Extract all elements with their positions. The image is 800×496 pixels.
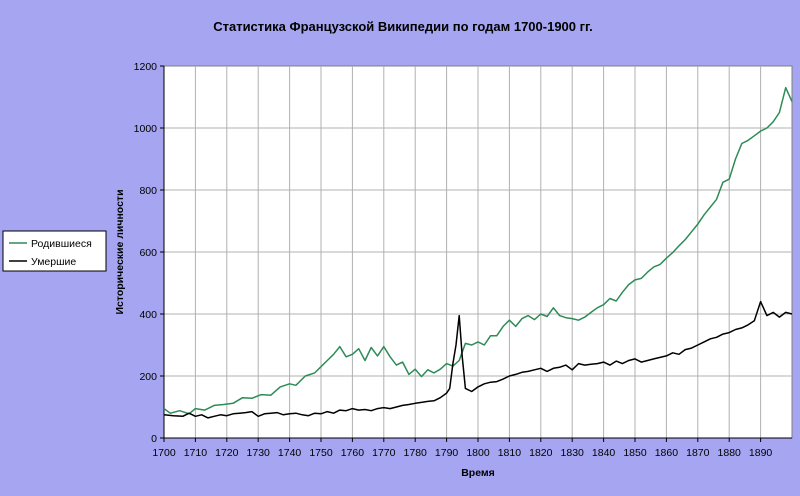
x-axis-label: Время <box>461 467 495 479</box>
y-tick-label: 800 <box>139 185 157 197</box>
series-line-died <box>163 300 793 419</box>
x-tick-label: 1800 <box>466 447 490 459</box>
x-tick-label: 1760 <box>341 447 365 459</box>
x-tick-label: 1830 <box>561 447 585 459</box>
y-axis-ticks: 0 200 400 600 800 1000 1200 <box>134 61 165 445</box>
x-tick-label: 1720 <box>215 447 239 459</box>
x-tick-label: 1850 <box>623 447 647 459</box>
x-tick-label: 1870 <box>686 447 710 459</box>
x-tick-label: 1840 <box>592 447 616 459</box>
x-tick-label: 1790 <box>435 447 459 459</box>
x-tick-label: 1860 <box>655 447 679 459</box>
x-tick-label: 1810 <box>498 447 522 459</box>
x-tick-label: 1740 <box>278 447 302 459</box>
chart-title: Статистика Французской Википедии по года… <box>213 19 593 34</box>
x-tick-label: 1770 <box>372 447 396 459</box>
series-layer <box>163 86 793 419</box>
x-axis-ticks: 1700 1710 1720 1730 1740 1750 1760 1770 1780 1790… <box>152 437 792 459</box>
legend: Родившиеся Умершие <box>2 230 107 272</box>
x-tick-label: 1750 <box>309 447 333 459</box>
y-tick-label: 600 <box>139 247 157 259</box>
legend-label-died: Умершие <box>31 256 76 268</box>
y-tick-label: 400 <box>139 309 157 321</box>
x-tick-label: 1820 <box>529 447 553 459</box>
x-tick-label: 1710 <box>184 447 208 459</box>
grid-lines <box>164 66 792 438</box>
legend-label-born: Родившиеся <box>31 238 92 250</box>
y-tick-label: 1200 <box>134 61 158 73</box>
series-line-born <box>163 86 793 415</box>
y-tick-label: 1000 <box>134 123 158 135</box>
x-tick-label: 1730 <box>247 447 271 459</box>
x-tick-label: 1880 <box>718 447 742 459</box>
y-tick-label: 200 <box>139 371 157 383</box>
x-tick-label: 1700 <box>152 447 176 459</box>
x-tick-label: 1780 <box>404 447 428 459</box>
x-tick-label: 1890 <box>749 447 773 459</box>
legend-box <box>2 230 107 272</box>
y-tick-label: 0 <box>151 433 157 445</box>
y-axis-label: Исторические личности <box>114 189 126 314</box>
